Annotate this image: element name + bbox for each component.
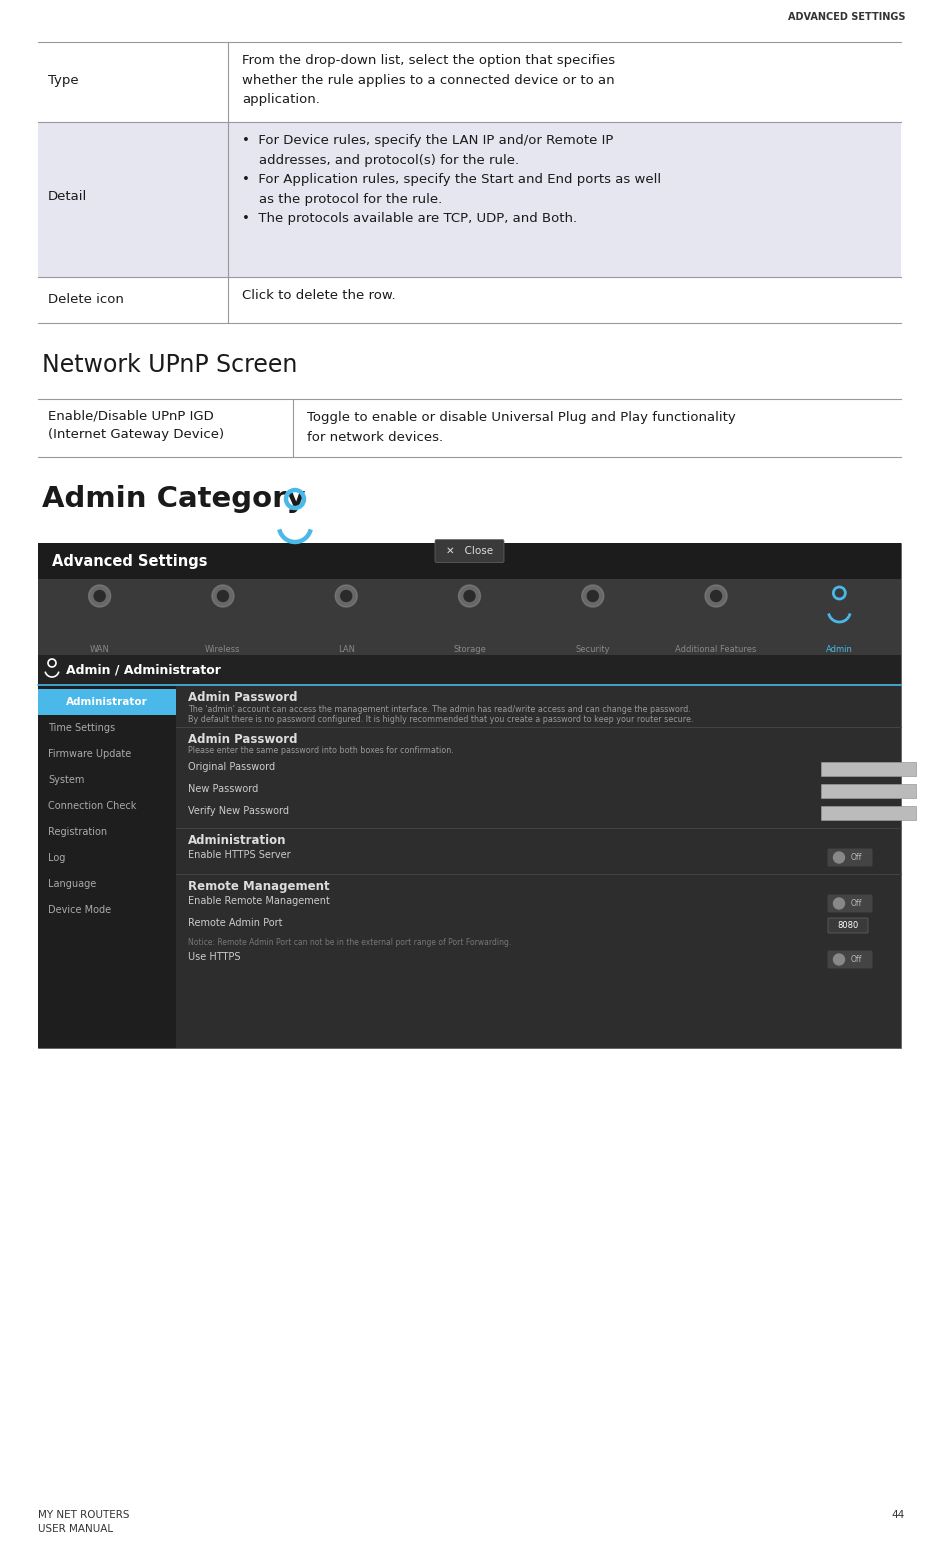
Circle shape (341, 591, 352, 601)
Text: Click to delete the row.: Click to delete the row. (242, 289, 395, 301)
Text: Administrator: Administrator (66, 697, 147, 707)
Text: Administration: Administration (188, 833, 286, 847)
Circle shape (711, 591, 721, 601)
Text: Toggle to enable or disable Universal Plug and Play functionality
for network de: Toggle to enable or disable Universal Pl… (307, 411, 735, 444)
Bar (821, 784, 916, 798)
Text: From the drop-down list, select the option that specifies
whether the rule appli: From the drop-down list, select the opti… (242, 54, 615, 107)
Bar (38, 685, 176, 1048)
Text: Use HTTPS: Use HTTPS (188, 952, 240, 962)
Circle shape (834, 954, 844, 965)
Text: Device Mode: Device Mode (48, 904, 111, 915)
Circle shape (335, 584, 357, 608)
Circle shape (705, 584, 727, 608)
Circle shape (834, 898, 844, 909)
Text: New Password: New Password (188, 784, 258, 795)
Circle shape (587, 591, 598, 601)
Text: Enable HTTPS Server: Enable HTTPS Server (188, 850, 291, 860)
Text: Off: Off (851, 955, 862, 965)
Circle shape (464, 591, 475, 601)
Text: Admin Password: Admin Password (188, 733, 298, 747)
Text: ✕   Close: ✕ Close (446, 546, 493, 557)
Text: Wireless: Wireless (206, 645, 240, 654)
Text: Advanced Settings: Advanced Settings (52, 553, 208, 569)
FancyBboxPatch shape (827, 895, 872, 912)
Text: Off: Off (851, 853, 862, 863)
FancyBboxPatch shape (828, 918, 868, 932)
Text: Admin Password: Admin Password (188, 691, 298, 703)
Text: LAN: LAN (338, 645, 355, 654)
Text: Admin / Administrator: Admin / Administrator (66, 663, 221, 677)
Text: 44: 44 (892, 1510, 905, 1520)
Bar (38, 543, 901, 1048)
FancyBboxPatch shape (435, 540, 504, 563)
Circle shape (212, 584, 234, 608)
Text: Language: Language (48, 880, 97, 889)
Text: Verify New Password: Verify New Password (188, 805, 289, 816)
Text: Registration: Registration (48, 827, 107, 836)
Text: Delete icon: Delete icon (48, 292, 124, 306)
Text: System: System (48, 775, 85, 785)
Text: •  For Device rules, specify the LAN IP and/or Remote IP
    addresses, and prot: • For Device rules, specify the LAN IP a… (242, 135, 661, 226)
Text: 8080: 8080 (838, 921, 858, 931)
Bar (821, 762, 916, 776)
Text: ADVANCED SETTINGS: ADVANCED SETTINGS (788, 12, 905, 22)
Bar (38, 543, 901, 580)
Text: The 'admin' account can access the management interface. The admin has read/writ: The 'admin' account can access the manag… (188, 705, 694, 725)
Bar (821, 805, 916, 819)
Circle shape (94, 591, 105, 601)
Text: Security: Security (576, 645, 610, 654)
Bar (38, 656, 901, 685)
Bar (38, 690, 176, 714)
Text: Please enter the same password into both boxes for confirmation.: Please enter the same password into both… (188, 747, 454, 754)
Text: WAN: WAN (90, 645, 110, 654)
Text: Enable Remote Management: Enable Remote Management (188, 897, 330, 906)
Text: Storage: Storage (453, 645, 486, 654)
Text: Time Settings: Time Settings (48, 724, 115, 733)
Text: Firmware Update: Firmware Update (48, 748, 131, 759)
Text: MY NET ROUTERS
USER MANUAL: MY NET ROUTERS USER MANUAL (38, 1510, 130, 1534)
Text: Additional Features: Additional Features (675, 645, 757, 654)
Text: Notice: Remote Admin Port can not be in the external port range of Port Forwardi: Notice: Remote Admin Port can not be in … (188, 938, 511, 948)
FancyBboxPatch shape (827, 849, 872, 866)
Text: Original Password: Original Password (188, 762, 275, 771)
Circle shape (582, 584, 604, 608)
Text: Off: Off (851, 900, 862, 908)
Circle shape (88, 584, 111, 608)
Bar (38, 122, 901, 277)
Text: Admin Category: Admin Category (42, 485, 305, 513)
Circle shape (458, 584, 481, 608)
Circle shape (834, 852, 844, 863)
Text: Log: Log (48, 853, 66, 863)
Text: Connection Check: Connection Check (48, 801, 136, 812)
Bar (38, 580, 901, 656)
Text: Detail: Detail (48, 190, 87, 203)
Circle shape (218, 591, 228, 601)
Text: Network UPnP Screen: Network UPnP Screen (42, 352, 298, 377)
Text: Enable/Disable UPnP IGD
(Internet Gateway Device): Enable/Disable UPnP IGD (Internet Gatewa… (48, 410, 224, 441)
FancyBboxPatch shape (827, 951, 872, 968)
Text: Remote Admin Port: Remote Admin Port (188, 918, 283, 928)
Text: Type: Type (48, 74, 79, 87)
Text: Admin: Admin (826, 645, 853, 654)
Text: Remote Management: Remote Management (188, 880, 330, 894)
